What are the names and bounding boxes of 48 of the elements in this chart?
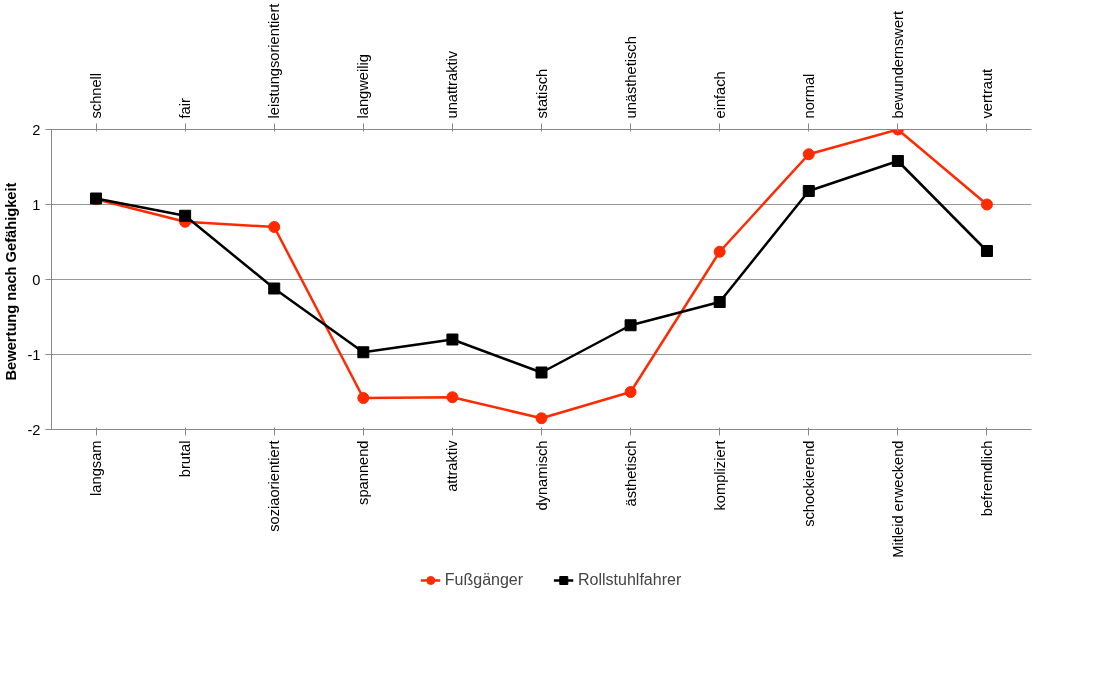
x-tick-label: dynamisch: [533, 440, 550, 511]
text: fair: [177, 98, 194, 119]
text: vertraut: [978, 68, 995, 119]
y-axis-title: Bewertung nach Gefähigkeit: [3, 182, 20, 381]
text: statisch: [533, 68, 550, 119]
y-tick-label: -1: [27, 346, 41, 363]
legend-label: Rollstuhlfahrer: [578, 571, 682, 589]
point: [535, 366, 548, 379]
y-tick-label: -2: [27, 421, 41, 438]
x-tick-label: befremdlich: [978, 440, 995, 517]
point: [980, 245, 993, 257]
x-tick-label: brutal: [177, 440, 194, 478]
text: unattraktiv: [444, 50, 461, 119]
x-tick-label: kompliziert: [711, 440, 728, 511]
x-tick-label: spannend: [355, 440, 372, 505]
text: langweilig: [355, 54, 372, 119]
y-tick-label: 1: [32, 196, 41, 213]
x-tick-label: ästhetisch: [622, 440, 639, 507]
y-tick-label: 0: [32, 271, 41, 288]
point: [624, 319, 637, 332]
text: normal: [800, 73, 817, 119]
point: [446, 391, 459, 404]
point: [268, 282, 281, 295]
x-tick-label: attraktiv: [444, 439, 461, 492]
point: [357, 392, 370, 404]
point: [357, 346, 370, 359]
point: [980, 198, 993, 211]
point: [713, 245, 726, 258]
x-tick-label: Mitleid erweckend: [889, 440, 906, 558]
text: schnell: [88, 72, 105, 119]
point: [624, 386, 637, 398]
x-tick-label: langsam: [88, 440, 105, 496]
point: [802, 185, 815, 197]
point: [179, 209, 192, 222]
y-tick-label: 2: [32, 121, 41, 138]
text: leistungsorientiert: [266, 3, 283, 119]
x-tick-label: soziaorientiert: [266, 440, 283, 532]
point: [268, 221, 281, 233]
point: [535, 412, 548, 425]
x-tick-label: schockierend: [800, 440, 817, 527]
point: [802, 148, 815, 161]
point: [891, 155, 904, 167]
text: bewundernswert: [889, 10, 906, 119]
legend-label: Fußgänger: [444, 571, 524, 589]
text: einfach: [711, 71, 728, 119]
text: unästhetisch: [622, 36, 639, 119]
point: [713, 296, 726, 308]
point: [446, 333, 459, 346]
